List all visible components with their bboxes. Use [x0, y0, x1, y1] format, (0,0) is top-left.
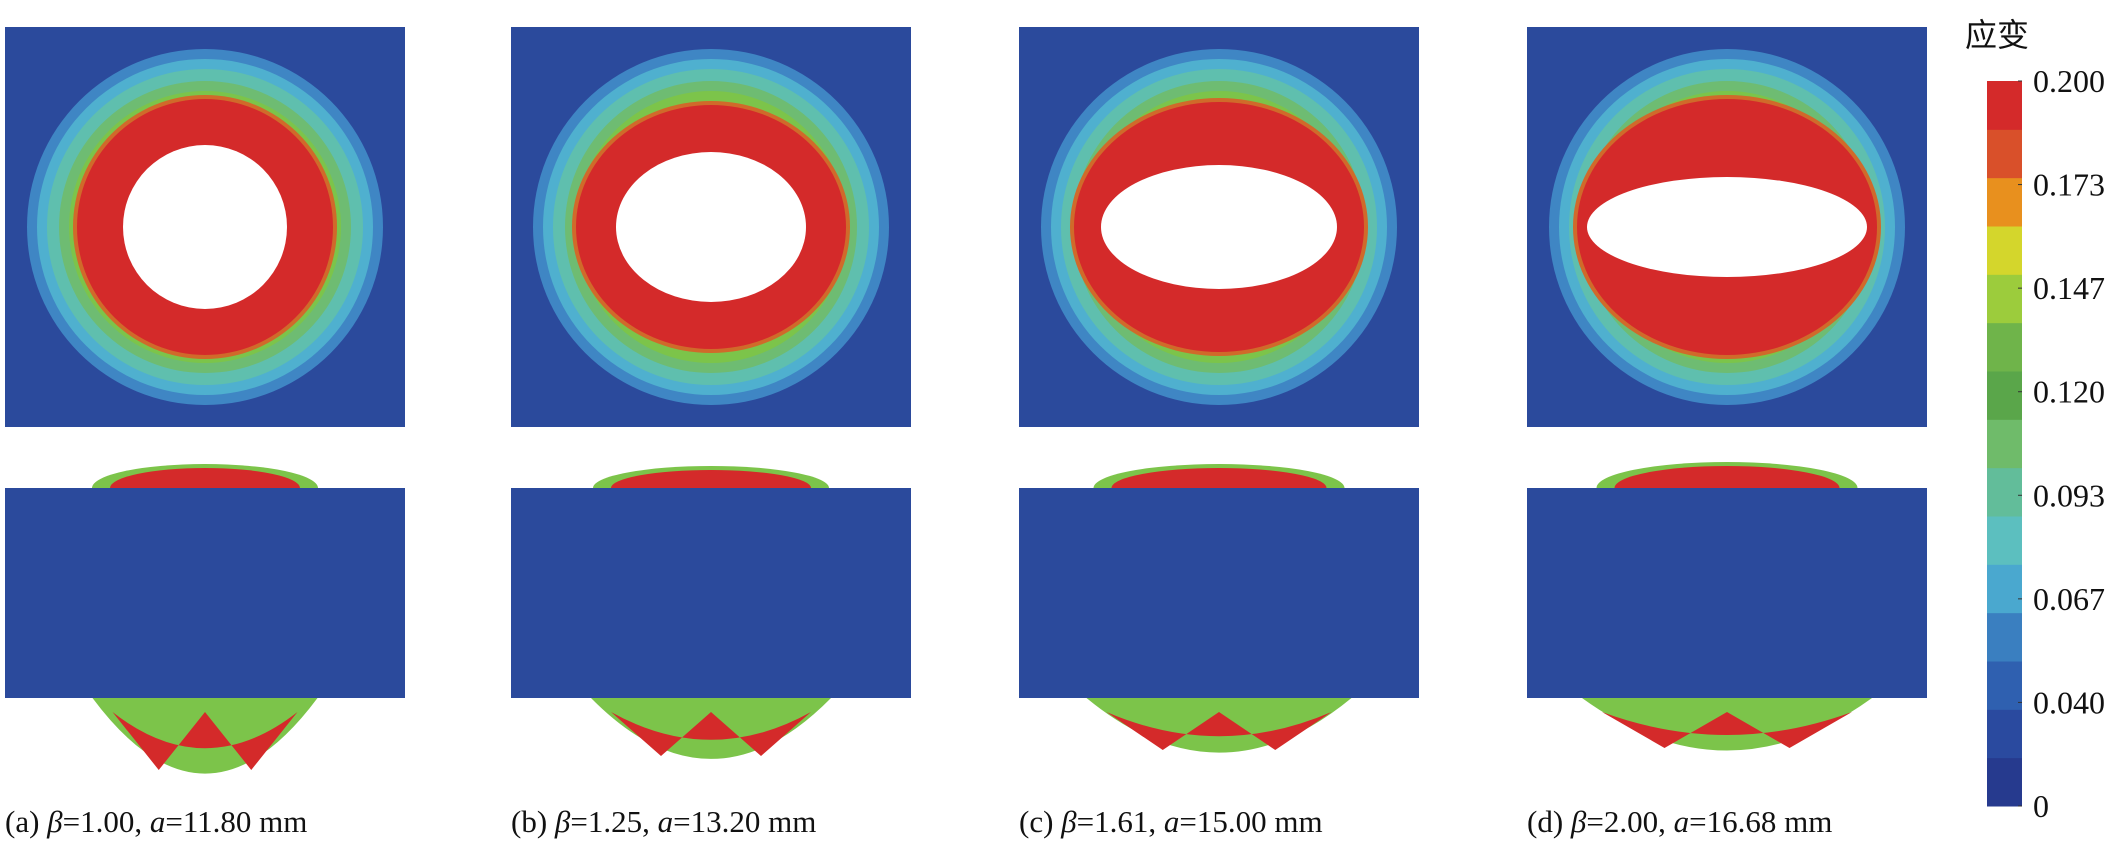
- colorbar-band: [1987, 661, 2022, 710]
- caption-part: =1.25,: [570, 804, 657, 839]
- colorbar-label: 0.200: [2033, 63, 2105, 99]
- colorbar-band: [1987, 129, 2022, 179]
- caption-part: =16.68 mm: [1689, 804, 1832, 839]
- plate-side: [1527, 488, 1927, 698]
- caption-part: a: [150, 804, 166, 839]
- caption-part: (d): [1527, 804, 1571, 839]
- caption-part: a: [1164, 804, 1180, 839]
- hole: [616, 152, 806, 302]
- colorbar-label: 0.093: [2033, 477, 2105, 513]
- caption-part: (a): [5, 804, 47, 839]
- bulge-bottom-peak: [112, 712, 298, 770]
- hole: [1101, 165, 1337, 289]
- caption-part: (b): [511, 804, 555, 839]
- caption-part: =11.80 mm: [165, 804, 307, 839]
- caption-part: =1.00,: [63, 804, 150, 839]
- plate-side: [5, 488, 405, 698]
- colorbar-label: 0.067: [2033, 581, 2105, 617]
- bulge-bottom-peak: [611, 712, 811, 756]
- caption-part: β: [1060, 804, 1077, 839]
- colorbar-band: [1987, 177, 2022, 227]
- colorbar-band: [1987, 564, 2022, 614]
- colorbar-band: [1987, 709, 2022, 759]
- caption-part: β: [1570, 804, 1587, 839]
- panel-caption: (b) β=1.25, a=13.20 mm: [511, 804, 816, 839]
- caption-part: β: [46, 804, 63, 839]
- colorbar-band: [1987, 371, 2022, 420]
- hole: [123, 145, 287, 309]
- colorbar-label: 0.040: [2033, 684, 2105, 720]
- caption-part: =15.00 mm: [1179, 804, 1322, 839]
- colorbar-label: 0.173: [2033, 167, 2105, 203]
- bulge-bottom-peak: [1106, 712, 1332, 750]
- colorbar-band: [1987, 274, 2022, 324]
- colorbar-band: [1987, 226, 2022, 275]
- colorbar-label: 0.120: [2033, 374, 2105, 410]
- colorbar-label: 0.147: [2033, 270, 2105, 306]
- colorbar-label: 0: [2033, 788, 2049, 824]
- colorbar-band: [1987, 467, 2022, 517]
- caption-part: a: [658, 804, 674, 839]
- panel-caption: (c) β=1.61, a=15.00 mm: [1019, 804, 1323, 839]
- colorbar-title: 应变: [1965, 17, 2029, 53]
- caption-part: =2.00,: [1586, 804, 1673, 839]
- colorbar-band: [1987, 757, 2022, 807]
- colorbar-band: [1987, 419, 2022, 469]
- caption-part: =13.20 mm: [673, 804, 816, 839]
- hole: [1587, 177, 1867, 277]
- colorbar-band: [1987, 81, 2022, 130]
- caption-part: a: [1674, 804, 1690, 839]
- panel-caption: (a) β=1.00, a=11.80 mm: [5, 804, 307, 839]
- bulge-bottom-peak: [1602, 712, 1852, 748]
- panel-caption: (d) β=2.00, a=16.68 mm: [1527, 804, 1832, 839]
- colorbar-band: [1987, 516, 2022, 565]
- caption-part: =1.61,: [1077, 804, 1164, 839]
- plate-side: [1019, 488, 1419, 698]
- colorbar-band: [1987, 612, 2022, 662]
- colorbar-band: [1987, 322, 2022, 372]
- caption-part: (c): [1019, 804, 1061, 839]
- caption-part: β: [554, 804, 571, 839]
- plate-side: [511, 488, 911, 698]
